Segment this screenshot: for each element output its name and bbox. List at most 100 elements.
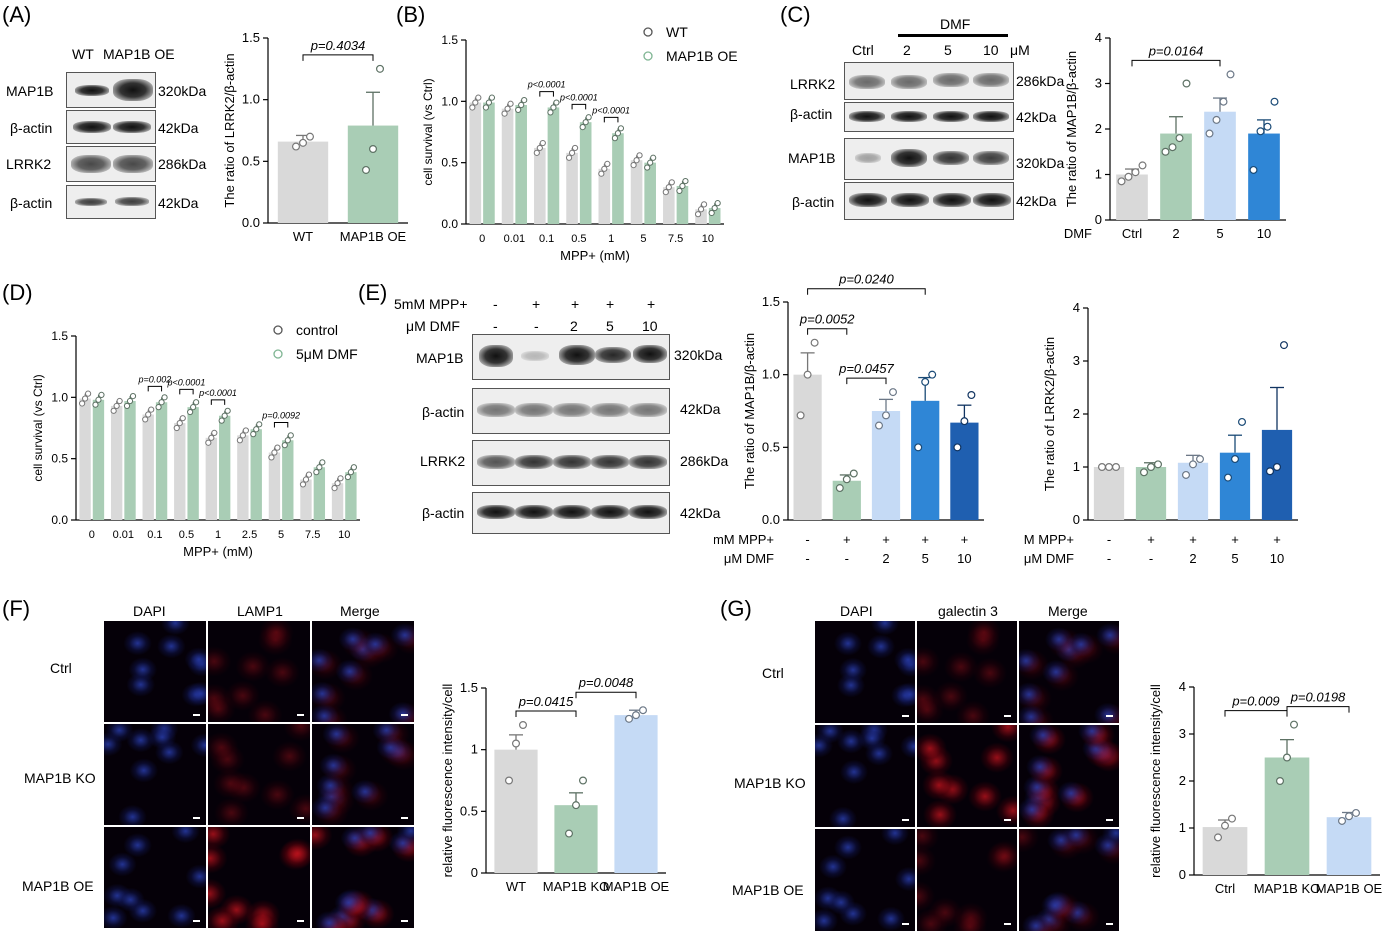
x-tick-label: 7.5 [305, 529, 320, 541]
data-point [521, 97, 528, 104]
significance-bracket [1286, 706, 1350, 713]
bar [708, 208, 721, 224]
y-tick-label: 0.0 [441, 217, 458, 231]
p-value-label: p<0.0001 [167, 377, 206, 387]
data-point [113, 402, 120, 410]
p-value-label: p<0.0001 [591, 105, 630, 115]
data-point [662, 189, 669, 196]
data-point [1131, 168, 1140, 177]
data-point [488, 94, 496, 101]
bar [345, 472, 357, 520]
data-point [482, 104, 490, 111]
bar [614, 715, 658, 873]
blot-a-kda: 286kDa [158, 156, 207, 172]
x-prefix-label: μM DMF [1060, 226, 1092, 241]
blot-e-row-label: β-actin [422, 404, 465, 420]
data-point [639, 706, 648, 715]
y-tick-label: 1 [471, 742, 478, 757]
data-point [1276, 776, 1285, 785]
data-point [337, 475, 344, 482]
x-tick-label: 10 [702, 233, 714, 245]
x-tick-label: 0 [89, 529, 95, 541]
y-tick-label: 1.5 [762, 294, 780, 309]
blot-c-col: 10 [983, 42, 999, 58]
bar [1261, 429, 1293, 520]
bar [644, 162, 656, 224]
legend-label: control [296, 322, 338, 338]
blot-e-dmf: - [534, 318, 539, 334]
data-point [179, 415, 186, 422]
data-point [630, 162, 637, 169]
y-tick-label: 1 [1179, 820, 1186, 835]
blot-c-row-label: LRRK2 [790, 76, 836, 92]
y-tick-label: 1.5 [441, 33, 458, 47]
x-tick-label: 0.01 [113, 529, 134, 541]
p-value-label: p<0.0001 [198, 388, 237, 398]
blot-e-strip-4 [472, 492, 670, 534]
blot-c-row-label: β-actin [792, 194, 835, 210]
data-point [313, 469, 320, 476]
blot-a-strip-3 [66, 146, 156, 182]
data-point [221, 412, 228, 419]
significance-bracket [575, 691, 637, 699]
condition-label: 5mM MPP+ [1024, 532, 1074, 547]
scale-bar [297, 714, 304, 716]
scale-bar [1004, 715, 1011, 717]
significance-bracket [571, 103, 587, 110]
chart-g: 0 1 2 3 4 relative fluorescence intensity/cel… [1148, 679, 1383, 896]
significance-bracket [807, 328, 848, 335]
micro-f-col: LAMP1 [237, 603, 283, 619]
micrograph-dapi [815, 725, 915, 827]
blot-a-strip-4 [66, 185, 156, 219]
blot-e-mpp: + [647, 296, 656, 312]
data-point [579, 776, 588, 785]
condition-value: 2 [882, 551, 889, 566]
data-point [369, 144, 378, 153]
micrograph-dapi [104, 621, 206, 722]
micrograph-merge [312, 621, 414, 722]
data-point [1345, 812, 1354, 821]
blot-c-col: 5 [944, 42, 952, 58]
significance-bracket [515, 710, 577, 717]
data-point [501, 110, 508, 117]
y-tick-label: 1 [1095, 167, 1102, 182]
data-point [585, 114, 592, 121]
data-point [676, 187, 683, 194]
bar [547, 107, 560, 224]
data-point [123, 402, 131, 410]
data-point [1139, 468, 1148, 477]
condition-value: + [1189, 532, 1197, 547]
y-tick-label: 4 [1095, 30, 1102, 45]
data-point [299, 481, 307, 488]
data-point [187, 408, 194, 416]
bar [663, 187, 675, 224]
data-point [1196, 455, 1205, 464]
y-axis-label: cell survival (vs Ctrl) [421, 78, 435, 185]
p-value-label: p=0.0457 [838, 361, 894, 376]
bar [79, 398, 91, 520]
panel-label-d: (D) [2, 280, 33, 305]
data-point [316, 464, 323, 471]
legend-marker [273, 325, 283, 335]
legend-label: 5μM DMF [296, 346, 358, 362]
p-value-label: p=0.0240 [838, 272, 894, 287]
data-point [193, 399, 200, 406]
p-value-label: p=0.0052 [799, 312, 855, 327]
data-point [92, 401, 99, 408]
blot-c-kda: 320kDa [1016, 155, 1065, 171]
y-tick-label: 2 [1073, 406, 1080, 421]
data-point [274, 444, 281, 451]
x-tick-label: 5 [278, 529, 284, 541]
scale-bar [193, 817, 200, 819]
data-point [571, 144, 579, 152]
y-tick-label: 1.0 [242, 92, 260, 107]
y-tick-label: 3 [1179, 726, 1186, 741]
data-point [145, 411, 152, 418]
condition-value: + [1273, 532, 1281, 547]
data-point [1270, 97, 1279, 106]
significance-bracket [210, 399, 226, 405]
data-point [344, 473, 352, 481]
micro-g-row: MAP1B OE [732, 882, 804, 898]
blot-c-kda: 42kDa [1016, 193, 1057, 209]
data-point [475, 94, 482, 101]
